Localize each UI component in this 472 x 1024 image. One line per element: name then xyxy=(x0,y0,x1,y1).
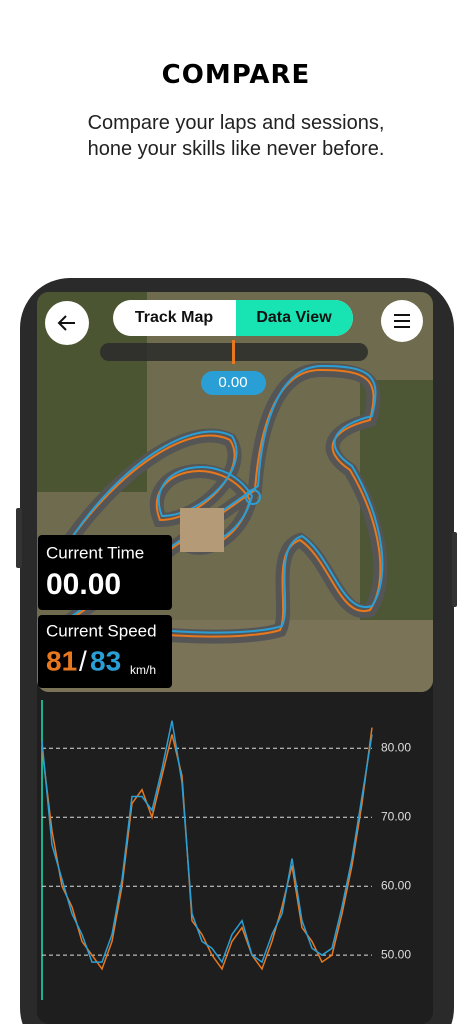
y-tick-label: 80.00 xyxy=(381,740,411,754)
speed-chart: 50.00 60.00 70.00 80.00 xyxy=(41,720,411,971)
tab[interactable]: Data View xyxy=(256,309,332,326)
slider-value: 0.00 xyxy=(218,374,247,391)
y-tick-label: 70.00 xyxy=(381,809,411,823)
subtitle-line: Compare your laps and sessions, xyxy=(87,112,385,134)
y-tick-label: 50.00 xyxy=(381,947,411,961)
slider-bubble xyxy=(201,371,266,395)
slider-thumb[interactable] xyxy=(232,340,235,364)
speed-box xyxy=(38,615,172,688)
back-icon xyxy=(57,315,75,331)
time-label: Current Time xyxy=(46,543,144,562)
subtitle-line: hone your skills like never before. xyxy=(87,138,385,160)
speed-label: Current Speed xyxy=(46,621,157,640)
speed-lap-a: 81 xyxy=(46,645,77,676)
side-button xyxy=(452,532,457,607)
speed-separator: / xyxy=(79,645,87,676)
speed-lap-b: 83 xyxy=(90,645,121,676)
y-tick-label: 60.00 xyxy=(381,878,411,892)
menu-icon xyxy=(394,314,410,328)
subtitle: Compare your laps and sessions, hone you… xyxy=(0,110,472,162)
tab-active xyxy=(236,300,353,336)
time-box xyxy=(38,535,172,610)
page-title: COMPARE xyxy=(161,60,311,90)
side-button xyxy=(16,508,22,568)
speed-unit: km/h xyxy=(130,663,156,677)
tab[interactable]: Track Map xyxy=(135,309,213,326)
speed-line xyxy=(41,720,373,964)
time-value: 00.00 xyxy=(46,568,121,601)
